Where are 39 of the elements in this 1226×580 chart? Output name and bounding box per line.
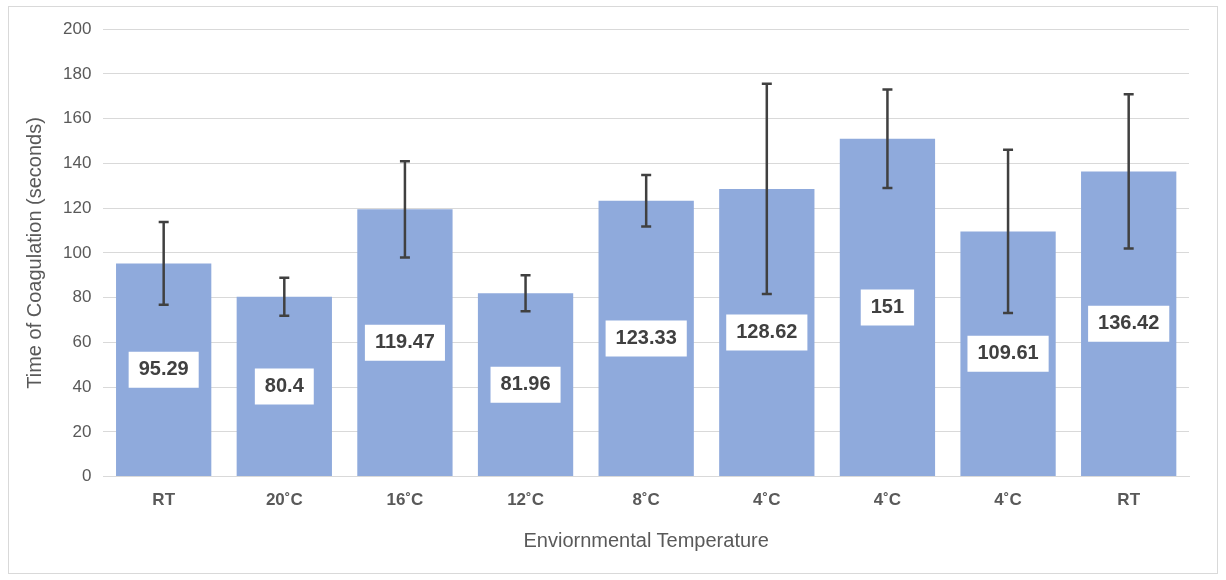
data-label: 81.96 <box>500 372 551 395</box>
x-tick-label: 20˚C <box>265 490 303 510</box>
data-label: 151 <box>870 294 905 317</box>
data-label: 119.47 <box>374 330 435 353</box>
y-tick-label: 200 <box>62 18 92 38</box>
data-label: 136.42 <box>1098 311 1160 334</box>
y-tick-label: 180 <box>62 63 92 83</box>
bar <box>236 296 332 477</box>
bar <box>960 231 1056 477</box>
y-tick-label: 120 <box>62 197 92 217</box>
bar <box>598 200 694 477</box>
x-tick-label: 4˚C <box>753 490 781 510</box>
x-tick-label: RT <box>152 490 176 510</box>
y-tick-label: 60 <box>72 332 92 352</box>
x-tick-label: 8˚C <box>632 490 660 510</box>
bar <box>1081 171 1177 477</box>
x-tick-label: 4˚C <box>873 490 902 510</box>
data-label: 128.62 <box>736 320 798 342</box>
bar <box>357 209 453 477</box>
bar <box>719 188 815 477</box>
x-tick-label: 12˚C <box>507 490 544 510</box>
y-tick-label: 100 <box>62 242 92 262</box>
y-axis-title: Time of Coagulation (seconds) <box>22 117 45 389</box>
y-tick-label: 0 <box>81 466 92 486</box>
y-tick-label: 160 <box>62 108 92 128</box>
data-label: 80.4 <box>264 373 305 396</box>
bar <box>116 263 212 477</box>
y-tick-label: 20 <box>72 421 92 441</box>
data-label: 95.29 <box>138 357 189 380</box>
x-tick-label: 16˚C <box>386 490 424 510</box>
x-axis-title: Enviornmental Temperature <box>523 528 769 551</box>
x-tick-label: RT <box>1117 490 1141 510</box>
y-tick-label: 80 <box>72 287 92 307</box>
data-label: 123.33 <box>615 325 677 348</box>
bar <box>839 138 936 477</box>
data-label: 109.61 <box>977 341 1039 364</box>
y-tick-label: 140 <box>62 153 92 173</box>
x-tick-label: 4˚C <box>994 490 1022 510</box>
y-tick-label: 40 <box>72 376 92 396</box>
